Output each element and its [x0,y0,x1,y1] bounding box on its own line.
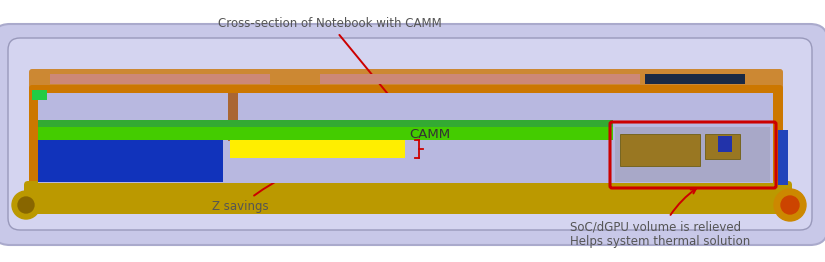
Bar [778,130,788,185]
Bar [620,134,700,166]
Bar [38,120,613,128]
Circle shape [781,196,799,214]
Bar [32,90,47,100]
FancyBboxPatch shape [24,181,792,214]
FancyBboxPatch shape [29,69,783,90]
Circle shape [18,197,34,213]
FancyBboxPatch shape [29,85,783,191]
Circle shape [774,189,806,221]
Bar [615,127,770,182]
FancyBboxPatch shape [0,24,825,245]
FancyBboxPatch shape [8,38,812,230]
Bar [38,140,223,182]
Text: Z savings: Z savings [212,146,414,213]
Bar [228,93,238,141]
Bar [50,74,270,84]
Bar [718,136,732,152]
Text: CAMM: CAMM [409,128,450,141]
Text: SoC/dGPU volume is relieved
Helps system thermal solution: SoC/dGPU volume is relieved Helps system… [570,189,750,248]
Text: Cross-section of Notebook with CAMM: Cross-section of Notebook with CAMM [218,17,442,123]
Bar [38,93,773,183]
Bar [230,140,405,158]
Bar [705,134,740,159]
Bar [38,127,613,140]
Bar [645,74,745,84]
Bar [320,74,640,84]
Circle shape [12,191,40,219]
